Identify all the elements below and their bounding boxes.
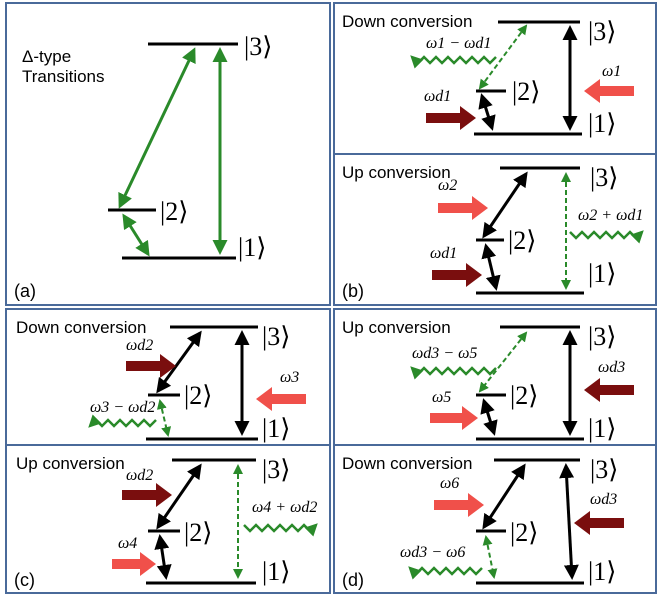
- panel-a-frame: [5, 2, 331, 306]
- panel-b-bottom: Up conversion |3⟩ |2⟩ |1⟩ ω2 + ωd1 ω2 ωd…: [342, 163, 644, 301]
- transition-12-arrow: [480, 398, 498, 436]
- transition-13-arrow: [559, 463, 579, 580]
- transition-23-arrow: [118, 47, 196, 209]
- ket-1-label: |1⟩: [588, 109, 616, 138]
- panel-d-bottom-frame: [333, 444, 657, 594]
- panel-b-bottom-title: Up conversion: [342, 163, 451, 182]
- panel-a-title-line1: Δ-type: [22, 47, 71, 66]
- drive-arrow: [432, 263, 482, 287]
- ket-2-label: |2⟩: [510, 518, 538, 547]
- ket-3-label: |3⟩: [262, 455, 290, 484]
- panel-a-title-line2: Transitions: [22, 67, 105, 86]
- panel-c-bottom-frame: [5, 444, 331, 594]
- signal-frequency-label: ω1 − ωd1: [426, 35, 491, 52]
- ket-3-label: |3⟩: [262, 322, 290, 351]
- emitted-signal-wave: [569, 230, 644, 244]
- signal-frequency-label: ω2 + ωd1: [578, 207, 643, 224]
- transition-12-dashed-arrow: [156, 399, 172, 437]
- drive-frequency-label: ωd1: [430, 245, 457, 262]
- transition-12-arrow: [481, 243, 501, 291]
- ket-3-label: |3⟩: [588, 17, 616, 46]
- pump-arrow: [256, 387, 306, 411]
- panel-d-label: (d): [342, 570, 364, 590]
- drive-arrow: [122, 483, 172, 507]
- ket-3-label: |3⟩: [588, 322, 616, 351]
- panel-d-bottom-title: Down conversion: [342, 454, 472, 473]
- pump-frequency-label: ω1: [602, 63, 621, 80]
- panel-d-top-title: Up conversion: [342, 318, 451, 337]
- signal-frequency-label: ωd3 − ω5: [412, 345, 477, 362]
- transition-12-arrow: [154, 534, 172, 580]
- panel-c-top: Down conversion |3⟩ |2⟩ |1⟩ ω3 − ωd2 ωd2…: [16, 318, 306, 443]
- pump-frequency-label: ω3: [280, 369, 299, 386]
- ket-2-label: |2⟩: [160, 197, 188, 226]
- drive-arrow: [426, 106, 476, 130]
- drive-frequency-label: ωd3: [598, 359, 625, 376]
- drive-frequency-label: ωd1: [424, 88, 451, 105]
- drive-frequency-label: ωd2: [126, 337, 153, 354]
- panel-d-top: Up conversion |3⟩ |2⟩ |1⟩ ωd3 − ω5 ωd3 ω…: [342, 318, 634, 443]
- panel-b-label: (b): [342, 281, 364, 301]
- signal-frequency-label: ω4 + ωd2: [252, 499, 317, 516]
- panel-b-bottom-frame: [333, 153, 657, 306]
- transition-12-dashed-arrow: [482, 535, 498, 579]
- emitted-signal-wave: [410, 366, 497, 380]
- ket-3-label: |3⟩: [590, 163, 618, 192]
- panel-a: Δ-type Transitions |3⟩ |2⟩ |1⟩ (a): [14, 32, 272, 301]
- panel-c-top-title: Down conversion: [16, 318, 146, 337]
- drive-arrow: [584, 378, 634, 402]
- signal-frequency-label: ωd3 − ω6: [400, 544, 465, 561]
- emitted-signal-wave: [88, 414, 157, 428]
- transition-23-arrow: [156, 330, 202, 394]
- ket-3-label: |3⟩: [590, 455, 618, 484]
- transition-23-dashed-arrow: [478, 24, 528, 90]
- transition-23-arrow: [482, 171, 528, 239]
- transition-12-arrow: [478, 93, 496, 131]
- ket-1-label: |1⟩: [588, 414, 616, 443]
- ket-2-label: |2⟩: [510, 381, 538, 410]
- ket-1-label: |1⟩: [262, 557, 290, 586]
- ket-1-label: |1⟩: [588, 557, 616, 586]
- ket-1-label: |1⟩: [262, 414, 290, 443]
- drive-frequency-label: ωd3: [590, 491, 617, 508]
- drive-frequency-label: ωd2: [126, 467, 153, 484]
- emitted-signal-wave: [408, 566, 483, 580]
- panel-c-bottom: Up conversion |3⟩ |2⟩ |1⟩ ω4 + ωd2 ωd2 ω…: [14, 454, 318, 590]
- drive-arrow: [126, 354, 176, 378]
- transition-12-arrow: [122, 213, 150, 257]
- panel-c-bottom-title: Up conversion: [16, 454, 125, 473]
- pump-arrow: [438, 196, 488, 220]
- ket-2-label: |2⟩: [512, 77, 540, 106]
- pump-arrow: [434, 493, 484, 517]
- panel-b-top-title: Down conversion: [342, 12, 472, 31]
- pump-arrow: [112, 552, 156, 576]
- ket-1-label: |1⟩: [238, 233, 266, 262]
- pump-arrow: [584, 79, 634, 103]
- pump-frequency-label: ω2: [438, 177, 457, 194]
- ket-1-label: |1⟩: [588, 259, 616, 288]
- panel-a-label: (a): [14, 281, 36, 301]
- pump-frequency-label: ω5: [432, 389, 451, 406]
- transition-23-arrow: [482, 463, 526, 530]
- transition-23-dashed-arrow: [478, 331, 528, 393]
- pump-arrow: [430, 406, 478, 430]
- drive-arrow: [574, 511, 624, 535]
- pump-frequency-label: ω6: [440, 475, 459, 492]
- ket-2-label: |2⟩: [508, 226, 536, 255]
- panel-d-bottom: Down conversion |3⟩ |2⟩ |1⟩ ωd3 − ω6 ω6 …: [342, 454, 624, 590]
- panel-c-label: (c): [14, 570, 35, 590]
- ket-2-label: |2⟩: [184, 381, 212, 410]
- ket-2-label: |2⟩: [184, 518, 212, 547]
- pump-frequency-label: ω4: [118, 535, 137, 552]
- signal-frequency-label: ω3 − ωd2: [90, 399, 155, 416]
- ket-3-label: |3⟩: [244, 32, 272, 61]
- emitted-signal-wave: [243, 523, 318, 537]
- transition-23-arrow: [156, 463, 202, 530]
- panel-b-top: Down conversion |3⟩ |2⟩ |1⟩ ω1 − ωd1 ω1 …: [342, 12, 634, 138]
- emitted-signal-wave: [410, 55, 497, 69]
